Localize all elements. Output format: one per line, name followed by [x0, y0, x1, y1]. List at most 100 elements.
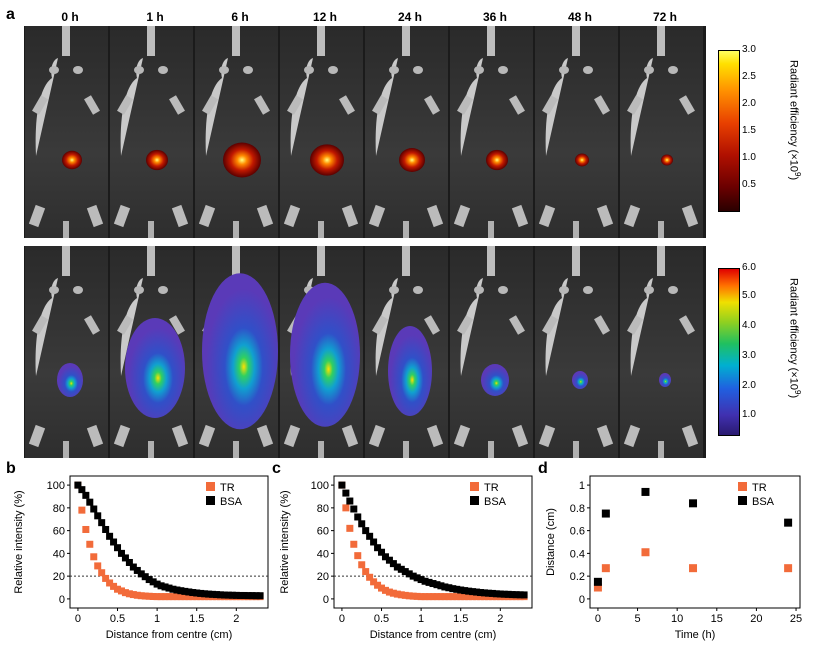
- data-point-tr: [378, 584, 386, 592]
- data-point-tr: [82, 525, 90, 533]
- data-point-tr: [366, 573, 374, 581]
- data-point-bsa: [141, 573, 149, 581]
- data-point-tr: [173, 593, 181, 601]
- y-tick-label: 40: [53, 548, 65, 560]
- data-point-tr: [457, 593, 465, 601]
- data-point-bsa: [429, 580, 437, 588]
- y-tick-label: 80: [53, 503, 65, 515]
- mouse-image: [450, 26, 533, 238]
- data-point-bsa: [389, 560, 397, 568]
- mouse-image: [280, 26, 363, 238]
- mouse-image: [25, 26, 108, 238]
- data-point-bsa: [129, 563, 137, 571]
- data-point-bsa: [114, 544, 122, 552]
- data-point-bsa: [484, 589, 492, 597]
- mouse-image: [620, 246, 703, 458]
- time-label-72h: 72 h: [652, 10, 677, 24]
- data-point-tr: [149, 593, 157, 601]
- data-point-tr: [421, 593, 429, 601]
- y-tick-label: 20: [317, 571, 329, 583]
- time-label-6h: 6 h: [231, 10, 249, 24]
- data-point-bsa: [488, 589, 496, 597]
- data-point-bsa: [137, 570, 145, 578]
- panel-letter-b: b: [6, 460, 16, 477]
- data-point-bsa: [244, 592, 252, 600]
- data-point-bsa: [193, 589, 201, 597]
- data-point-tr: [480, 593, 488, 601]
- colorbar-top-tick: 0.5: [742, 179, 756, 190]
- data-point-bsa: [201, 590, 209, 598]
- mouse-image: [365, 246, 448, 458]
- legend-label-tr: TR: [484, 482, 499, 494]
- data-point-bsa: [461, 587, 469, 595]
- data-point-tr: [433, 593, 441, 601]
- data-point-tr: [469, 593, 477, 601]
- data-point-bsa: [641, 487, 650, 496]
- data-point-bsa: [393, 563, 401, 571]
- colorbar-top-tick: 1.0: [742, 152, 756, 163]
- x-tick-label: 0: [595, 613, 601, 625]
- data-point-bsa: [449, 585, 457, 593]
- data-point-tr: [437, 593, 445, 601]
- x-tick-label: 0: [339, 613, 345, 625]
- data-point-bsa: [469, 588, 477, 596]
- mouse-image: [195, 246, 278, 458]
- time-label-0h: 0 h: [61, 10, 79, 24]
- data-point-tr: [425, 593, 433, 601]
- data-point-bsa: [153, 580, 161, 588]
- colorbar-bottom-tick: 6.0: [742, 262, 756, 273]
- data-point-tr: [121, 589, 129, 597]
- data-point-tr: [370, 578, 378, 586]
- data-point-bsa: [385, 556, 393, 564]
- colorbar-top-title: Radiant efficiency (×109): [787, 60, 802, 181]
- fluorescence-strip-tr: [24, 26, 706, 238]
- data-point-tr: [385, 588, 393, 596]
- data-point-bsa: [82, 491, 90, 499]
- data-point-tr: [477, 593, 485, 601]
- y-tick-label: 100: [47, 480, 65, 492]
- plot-frame: [589, 475, 801, 609]
- data-point-tr: [461, 593, 469, 601]
- y-tick-label: 0.2: [570, 571, 585, 583]
- data-point-tr: [346, 524, 354, 532]
- data-point-bsa: [74, 481, 82, 489]
- mouse-image: [450, 246, 533, 458]
- x-tick-label: 0.5: [374, 613, 389, 625]
- data-point-bsa: [784, 518, 793, 527]
- colorbar-bottom: [718, 268, 740, 436]
- data-point-bsa: [157, 582, 165, 590]
- data-point-tr: [465, 593, 473, 601]
- data-point-bsa: [236, 591, 244, 599]
- mouse-image: [25, 246, 108, 458]
- y-tick-label: 0: [59, 594, 65, 606]
- data-point-bsa: [516, 591, 524, 599]
- data-point-bsa: [232, 591, 240, 599]
- data-point-bsa: [413, 574, 421, 582]
- colorbar-top-tick: 1.5: [742, 125, 756, 136]
- data-point-bsa: [473, 588, 481, 596]
- mouse-image: [365, 26, 448, 238]
- data-point-bsa: [370, 538, 378, 546]
- data-point-bsa: [224, 591, 232, 599]
- data-point-bsa: [480, 589, 488, 597]
- data-point-bsa: [78, 486, 86, 494]
- data-point-tr: [117, 587, 125, 595]
- y-tick-label: 60: [317, 526, 329, 538]
- data-point-tr: [110, 582, 118, 590]
- data-point-tr: [358, 561, 366, 569]
- data-point-tr: [169, 593, 177, 601]
- mouse-image: [620, 26, 703, 238]
- legend-label-tr: TR: [220, 482, 235, 494]
- mouse-image: [110, 26, 193, 238]
- mouse-image: [535, 246, 618, 458]
- x-tick-label: 15: [711, 613, 723, 625]
- legend-swatch-bsa: [738, 496, 747, 505]
- x-tick-label: 10: [671, 613, 683, 625]
- data-point-bsa: [165, 584, 173, 592]
- data-point-bsa: [417, 576, 425, 584]
- data-point-tr: [133, 591, 141, 599]
- colorbar-bottom-title: Radiant efficiency (×109): [787, 278, 802, 399]
- time-label-48h: 48 h: [567, 10, 592, 24]
- y-axis-label: Relative intensity (%): [279, 490, 291, 593]
